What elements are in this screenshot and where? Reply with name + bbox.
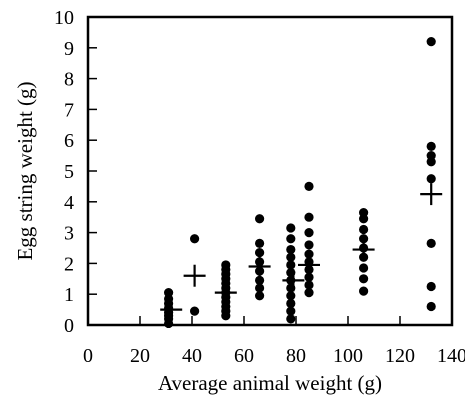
data-point: [286, 244, 296, 255]
x-axis-ticks: 0 20 40 60 80 100 120 140: [83, 316, 465, 367]
data-point: [286, 234, 296, 244]
x-tick-label: 120: [385, 345, 415, 367]
data-point: [359, 224, 369, 235]
data-point: [304, 181, 314, 191]
x-axis-title: Average animal weight (g): [158, 371, 382, 395]
data-point: [255, 291, 265, 301]
y-axis-ticks: 0 1 2 3 4 5 6 7 8 9 10: [54, 7, 97, 337]
plot-frame: [86, 15, 454, 327]
data-point: [286, 260, 296, 270]
x-tick-label: 80: [286, 345, 306, 367]
data-point: [426, 174, 436, 184]
data-point: [255, 283, 265, 293]
data-point: [426, 281, 436, 292]
data-points: [160, 37, 443, 329]
data-point: [286, 314, 296, 324]
y-tick-label: 7: [64, 99, 74, 121]
y-tick-label: 3: [64, 223, 74, 245]
mean-plus-marker: [298, 253, 320, 276]
x-tick-label: 40: [182, 345, 202, 367]
y-tick-label: 0: [64, 315, 74, 337]
data-point: [359, 263, 369, 273]
data-point: [304, 228, 314, 238]
data-point: [426, 301, 436, 312]
data-point: [255, 214, 265, 224]
data-point: [426, 151, 436, 161]
y-tick-label: 4: [64, 192, 74, 214]
mean-plus-marker: [282, 269, 305, 292]
data-point: [359, 286, 369, 296]
mean-plus-marker: [420, 183, 443, 206]
data-point: [426, 37, 436, 47]
data-point: [304, 240, 314, 250]
mean-plus-marker: [214, 281, 237, 304]
data-point: [286, 291, 296, 301]
data-point: [221, 260, 231, 270]
y-tick-label: 9: [64, 38, 74, 60]
data-point: [426, 238, 436, 248]
x-tick-label: 60: [234, 345, 254, 367]
data-point: [190, 306, 200, 316]
y-tick-label: 5: [64, 161, 74, 183]
data-point: [286, 298, 296, 309]
data-point: [286, 223, 296, 233]
y-tick-label: 8: [64, 69, 74, 91]
data-point: [164, 288, 174, 298]
x-tick-label: 140: [437, 345, 465, 367]
mean-plus-marker: [160, 298, 183, 321]
y-axis-title: Egg string weight (g): [13, 81, 37, 260]
y-tick-label: 10: [54, 7, 74, 29]
data-point: [304, 272, 314, 282]
mean-plus-marker: [352, 238, 375, 261]
x-tick-label: 0: [83, 345, 93, 367]
data-point: [304, 288, 314, 298]
data-point: [304, 280, 314, 290]
y-tick-label: 1: [64, 284, 74, 306]
data-point: [286, 306, 296, 316]
data-point: [426, 141, 436, 151]
mean-plus-marker: [183, 264, 206, 287]
y-tick-label: 2: [64, 253, 74, 275]
data-point: [255, 248, 265, 258]
data-point: [286, 252, 296, 262]
x-tick-label: 20: [130, 345, 150, 367]
data-point: [359, 207, 369, 218]
data-point: [359, 274, 369, 284]
data-point: [255, 238, 265, 248]
data-point: [190, 234, 200, 244]
data-point: [255, 275, 265, 285]
mean-plus-marker: [248, 255, 271, 278]
x-tick-label: 100: [333, 345, 363, 367]
y-tick-label: 6: [64, 130, 74, 152]
data-point: [304, 212, 314, 222]
